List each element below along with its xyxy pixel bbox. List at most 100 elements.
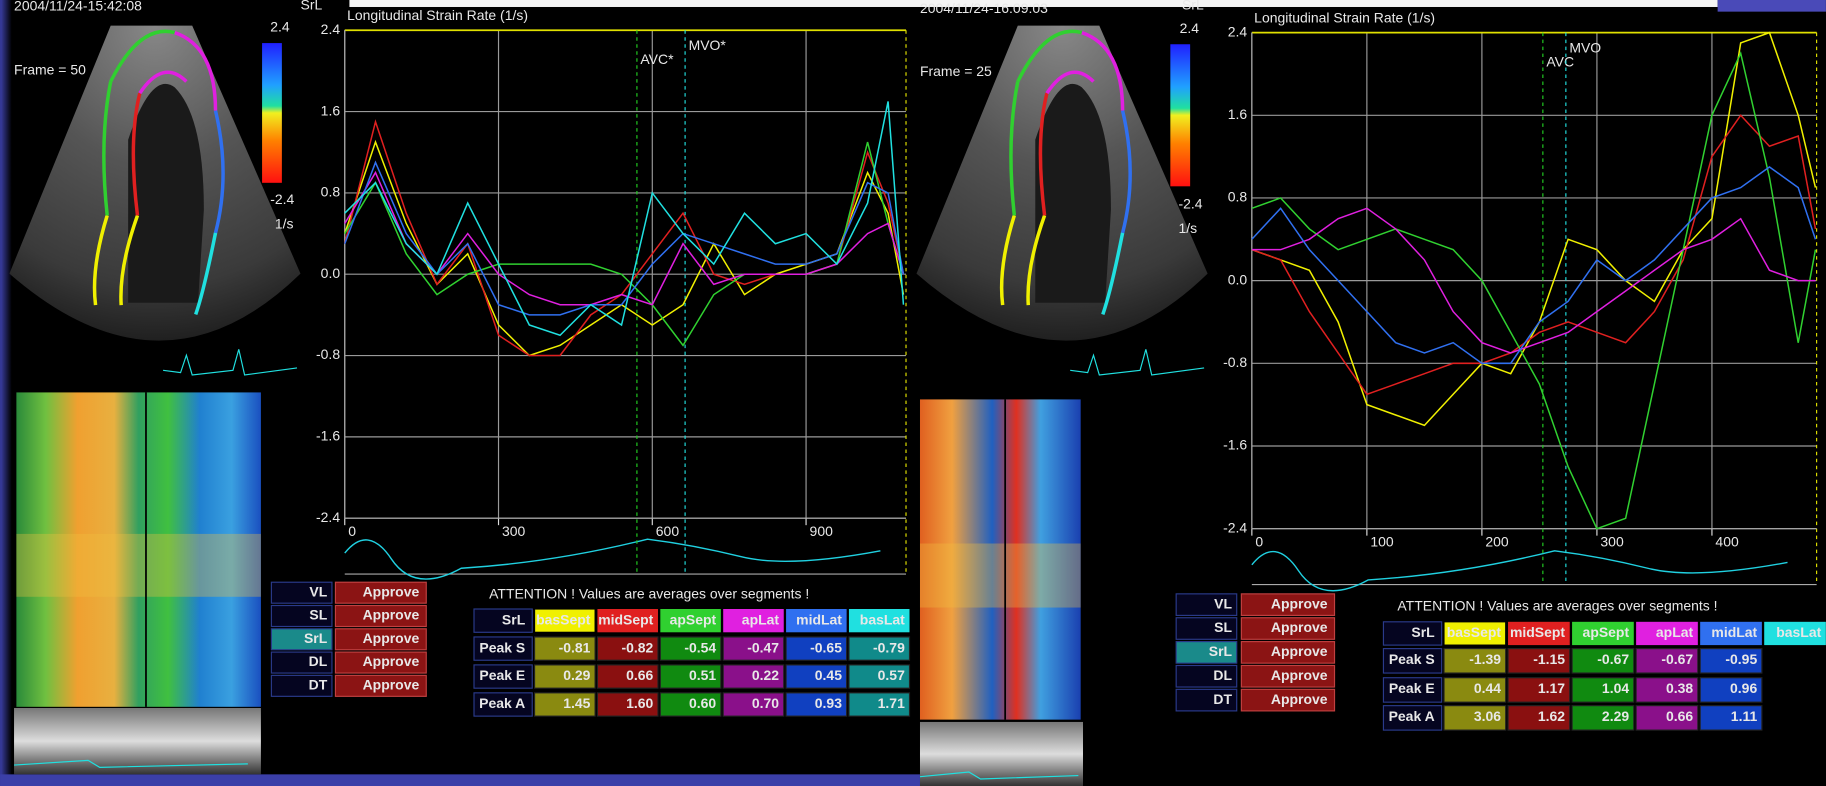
value-text: -0.65 [810,639,842,655]
y-tick-label: -0.8 [316,346,340,362]
header-text: basLat [1776,624,1821,640]
approve-text: Approve [1271,643,1328,659]
header-text: apLat [742,611,780,627]
approve-text: Approve [363,677,420,693]
x-tick-label: 0 [1255,533,1263,549]
y-tick-label: 2.4 [321,21,341,37]
x-tick-label: 0 [348,523,356,539]
approve-text: Approve [1271,595,1328,611]
approval-label: SrL [304,630,328,646]
notice: ATTENTION ! Values are averages over seg… [1397,597,1717,613]
approve-text: Approve [1271,619,1328,635]
approval-label: VL [309,583,327,599]
value-text: 1.62 [1538,708,1565,724]
header-text: basSept [1447,624,1502,640]
scale-max: 2.4 [270,19,290,35]
x-tick-label: 900 [810,523,834,539]
scale-name: SrL [301,0,323,13]
event-label: AVC* [640,51,674,67]
y-tick-label: -2.4 [1223,519,1247,535]
scale-max: 2.4 [1180,20,1200,36]
y-tick-label: -1.6 [316,428,340,444]
value-text: 0.29 [563,667,590,683]
approval-label: SrL [1209,643,1233,659]
chart-title: Longitudinal Strain Rate (1/s) [347,7,528,23]
value-text: 0.45 [815,667,842,683]
x-tick-label: 200 [1485,533,1509,549]
value-text: 1.17 [1538,680,1565,696]
value-text: -1.39 [1469,651,1501,667]
bottom-edge [0,774,920,786]
value-text: -0.47 [747,639,779,655]
y-tick-label: 0.8 [1228,189,1248,205]
value-text: 1.71 [878,695,905,711]
value-text: -1.15 [1533,651,1565,667]
header-text: basSept [536,611,591,627]
color-scale [262,43,282,183]
row-label: Peak A [1389,708,1435,724]
value-text: 0.93 [815,695,842,711]
y-tick-label: 1.6 [321,102,341,118]
scale-min: -2.4 [270,191,294,207]
row-label: Peak S [1389,651,1435,667]
value-text: -0.67 [1597,651,1629,667]
value-text: -0.81 [559,639,591,655]
color-scale [1170,44,1190,186]
y-tick-label: 0.8 [321,184,341,200]
value-text: -0.95 [1725,651,1757,667]
value-text: 2.29 [1602,708,1629,724]
timestamp: 2004/11/24-15:42:08 [14,0,142,14]
top-right-edge [1718,0,1826,12]
approve-text: Approve [363,607,420,623]
value-text: 1.45 [563,695,590,711]
value-text: -0.54 [684,639,716,655]
y-tick-label: -0.8 [1223,354,1247,370]
approval-label: SL [309,607,327,623]
event-label: MVO* [689,37,727,53]
y-tick-label: 1.6 [1228,106,1248,122]
x-tick-label: 100 [1370,533,1394,549]
value-text: 0.66 [1666,708,1693,724]
x-tick-label: 600 [656,523,680,539]
y-tick-label: 2.4 [1228,23,1248,39]
approve-text: Approve [363,583,420,599]
header-text: midLat [1711,624,1757,640]
header-label: SrL [502,611,526,627]
x-tick-label: 300 [1600,533,1624,549]
screen: 2004/11/24-15:42:08Frame = 50SrL2.4-2.41… [0,0,1826,786]
chart-title: Longitudinal Strain Rate (1/s) [1254,9,1435,25]
x-tick-label: 400 [1715,533,1739,549]
event-label: AVC [1546,54,1574,70]
value-text: 0.96 [1730,680,1757,696]
approve-text: Approve [363,653,420,669]
approval-label: SL [1214,619,1232,635]
scale-min: -2.4 [1178,196,1202,212]
approve-text: Approve [363,630,420,646]
approve-text: Approve [1271,691,1328,707]
timestamp: 2004/11/24-16:09:03 [920,0,1048,16]
header-text: apSept [1583,624,1630,640]
m-mode-shade [16,534,261,597]
value-text: 1.04 [1602,680,1629,696]
row-label: Peak E [479,667,525,683]
approval-label: VL [1214,595,1232,611]
header-text: basLat [860,611,905,627]
value-text: 3.06 [1474,708,1501,724]
approval-label: DL [309,653,328,669]
y-tick-label: 0.0 [1228,271,1248,287]
value-text: -0.79 [873,639,905,655]
approval-label: DT [1213,691,1232,707]
header-text: midSept [598,611,653,627]
value-text: 1.60 [626,695,653,711]
value-text: 0.38 [1666,680,1693,696]
page: {"chart_data": [ {"type": "line", "title… [0,0,1826,786]
y-tick-label: 0.0 [321,265,341,281]
left-edge [0,0,12,786]
row-label: Peak A [479,695,525,711]
x-tick-label: 300 [502,523,526,539]
header-text: midLat [796,611,842,627]
m-mode-shade [920,544,1081,608]
scale-unit: 1/s [1178,220,1197,236]
value-text: 0.60 [689,695,716,711]
value-text: 0.57 [878,667,905,683]
